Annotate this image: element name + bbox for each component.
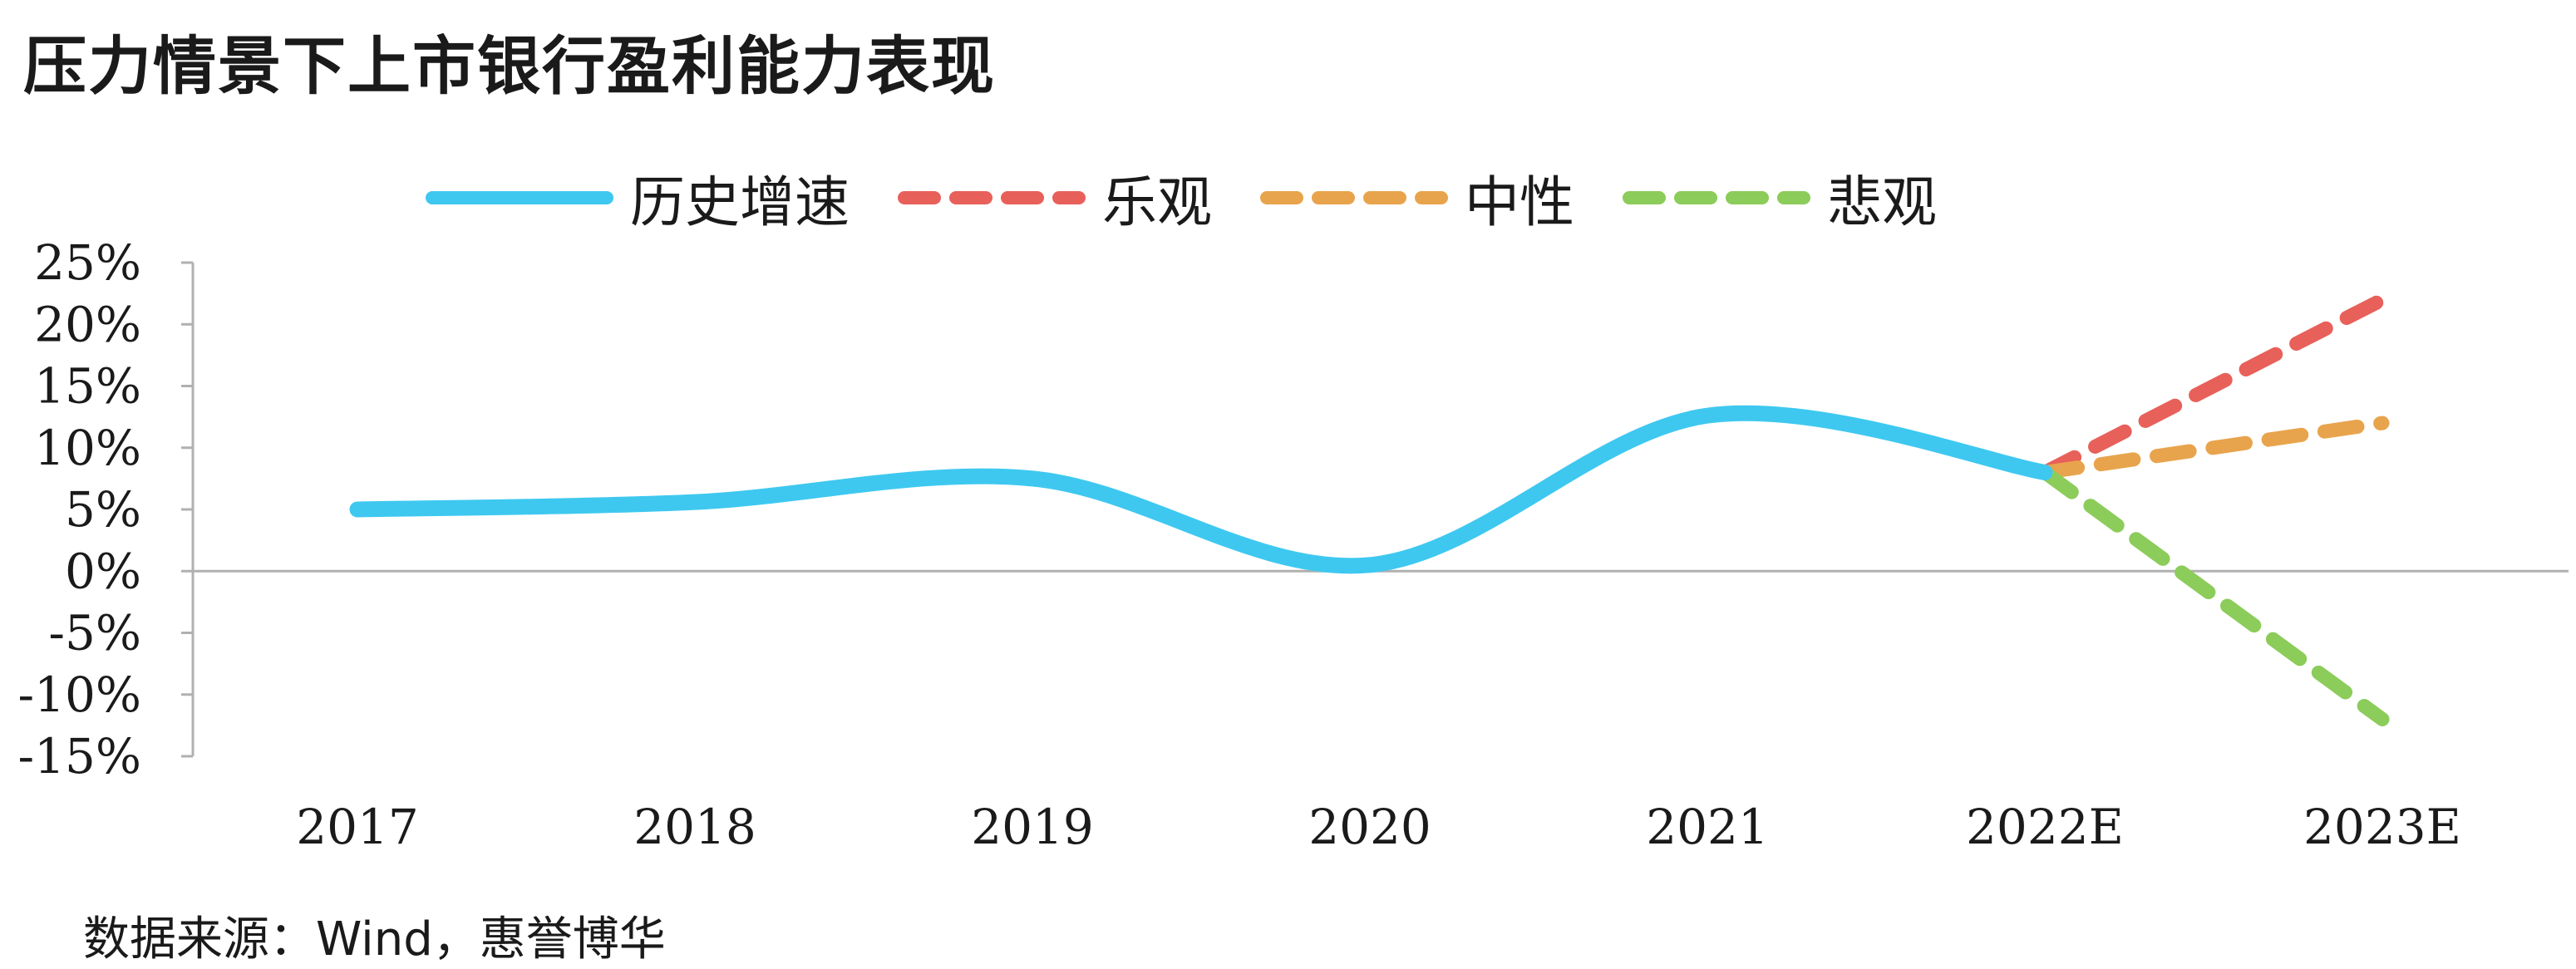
legend-label-history: 历史增速	[630, 170, 850, 234]
series-line-neutral	[2037, 416, 2390, 480]
legend-item-neutral: 中性	[1258, 158, 1574, 238]
legend-swatch-optimistic	[898, 191, 1086, 204]
legend-swatch-pessimistic	[1623, 191, 1810, 204]
y-tick-label: 15%	[34, 358, 141, 415]
y-tick-label: 5%	[65, 481, 141, 538]
y-tick-label: -5%	[48, 605, 141, 662]
series-line-pessimistic	[2037, 465, 2390, 726]
y-tick-label: 25%	[34, 234, 141, 291]
legend-swatch-history	[426, 191, 613, 204]
legend-swatch-neutral	[1260, 191, 1448, 204]
y-tick-label: 20%	[34, 296, 141, 352]
x-tick-label: 2020	[1308, 799, 1431, 855]
series-line-history	[349, 405, 2053, 574]
x-tick-label: 2019	[971, 799, 1094, 855]
legend-label-optimistic: 乐观	[1102, 170, 1212, 234]
y-tick-label: -15%	[17, 728, 141, 785]
x-tick-label: 2023E	[2303, 799, 2461, 855]
chart-title: 压力情景下上市银行盈利能力表现	[23, 29, 996, 103]
series-line-optimistic	[2037, 293, 2390, 480]
x-tick-label: 2018	[633, 799, 756, 855]
legend: 历史增速 乐观 中性 悲观	[424, 158, 1983, 238]
legend-label-pessimistic: 悲观	[1827, 170, 1937, 234]
data-source-note: 数据来源：Wind，惠誉博华	[83, 912, 666, 967]
x-tick-label: 2017	[296, 799, 419, 855]
y-tick-label: 0%	[65, 543, 141, 599]
x-tick-label: 2022E	[1966, 799, 2124, 855]
legend-item-optimistic: 乐观	[896, 158, 1212, 238]
chart-series	[349, 293, 2390, 726]
legend-item-history: 历史增速	[424, 158, 850, 238]
legend-label-neutral: 中性	[1465, 170, 1574, 234]
chart-axes: 25%20% 15%10%5%0% -5%-10%-15% 2017 2018 2019 2…	[17, 234, 2569, 855]
x-tick-label: 2021	[1646, 799, 1769, 855]
y-tick-label: 10%	[34, 420, 141, 476]
y-tick-label: -10%	[17, 666, 141, 723]
legend-item-pessimistic: 悲观	[1621, 158, 1937, 238]
